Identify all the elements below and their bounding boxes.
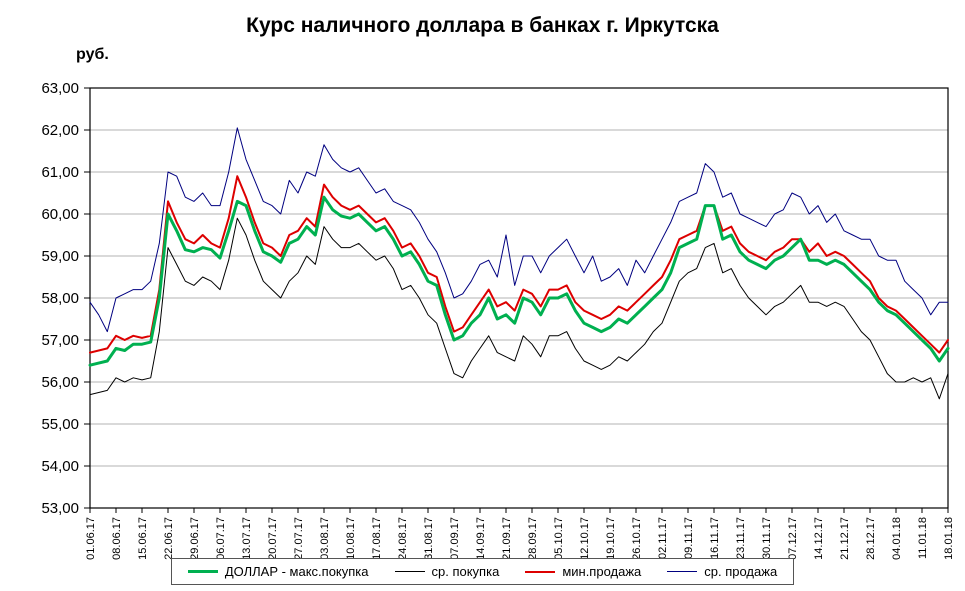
- series-line-1: [89, 217, 949, 400]
- y-tick-label: 59,00: [41, 248, 79, 265]
- x-tick-label: 19.10.17: [605, 517, 617, 560]
- y-tick-label: 54,00: [41, 458, 79, 475]
- x-tick-label: 14.12.17: [813, 517, 825, 560]
- x-tick-label: 04.01.18: [891, 517, 903, 560]
- y-tick-label: 61,00: [41, 164, 79, 181]
- x-tick-label: 07.09.17: [449, 517, 461, 560]
- x-tick-label: 05.10.17: [553, 517, 565, 560]
- x-tick-label: 08.06.17: [111, 517, 123, 560]
- legend-item-1: ср. покупка: [394, 564, 500, 579]
- series-line-2: [89, 175, 949, 354]
- x-tick-label: 10.08.17: [345, 517, 357, 560]
- legend-line-sample: [525, 570, 556, 573]
- x-tick-label: 01.06.17: [85, 517, 97, 560]
- x-tick-label: 09.11.17: [683, 517, 695, 559]
- y-tick-label: 62,00: [41, 122, 79, 139]
- x-tick-label: 24.08.17: [397, 517, 409, 560]
- x-tick-label: 18.01.18: [943, 517, 955, 560]
- x-tick-label: 22.06.17: [163, 517, 175, 560]
- series-line-3: [89, 127, 949, 333]
- x-tick-label: 14.09.17: [475, 517, 487, 560]
- x-tick-label: 15.06.17: [137, 517, 149, 560]
- legend-item-2: мин.продажа: [525, 564, 641, 579]
- x-tick-label: 28.12.17: [865, 517, 877, 560]
- x-tick-label: 31.08.17: [423, 517, 435, 560]
- x-tick-label: 17.08.17: [371, 517, 383, 560]
- x-tick-label: 26.10.17: [631, 517, 643, 560]
- legend-line-sample: [394, 571, 425, 572]
- y-tick-label: 53,00: [41, 500, 79, 517]
- x-tick-label: 20.07.17: [267, 517, 279, 560]
- y-tick-label: 60,00: [41, 206, 79, 223]
- chart-title: Курс наличного доллара в банках г. Иркут…: [246, 14, 719, 37]
- x-tick-label: 27.07.17: [293, 517, 305, 560]
- x-tick-label: 03.08.17: [319, 517, 331, 560]
- y-tick-label: 63,00: [41, 80, 79, 97]
- y-tick-label: 57,00: [41, 332, 79, 349]
- x-tick-label: 02.11.17: [657, 517, 669, 559]
- x-tick-label: 21.09.17: [501, 517, 513, 560]
- y-axis-unit-label: руб.: [76, 46, 109, 63]
- x-tick-label: 06.07.17: [215, 517, 227, 560]
- legend-line-sample: [667, 571, 698, 572]
- x-tick-label: 07.12.17: [787, 517, 799, 560]
- x-tick-label: 23.11.17: [735, 517, 747, 559]
- x-tick-label: 21.12.17: [839, 517, 851, 560]
- legend-label: ср. покупка: [431, 564, 500, 579]
- x-tick-label: 13.07.17: [241, 517, 253, 560]
- plot-border: [89, 87, 949, 509]
- legend-item-3: ср. продажа: [667, 564, 777, 579]
- x-tick-label: 11.01.18: [917, 517, 929, 559]
- legend-box: ДОЛЛАР - макс.покупка ср. покупка мин.прод…: [170, 558, 795, 585]
- legend-label: ср. продажа: [704, 564, 778, 579]
- x-tick-label: 28.09.17: [527, 517, 539, 560]
- series-line-0: [88, 195, 950, 367]
- x-tick-label: 12.10.17: [579, 517, 591, 560]
- y-tick-label: 56,00: [41, 374, 79, 391]
- y-tick-label: 58,00: [41, 290, 79, 307]
- x-tick-label: 29.06.17: [189, 517, 201, 560]
- y-tick-label: 55,00: [41, 416, 79, 433]
- legend-line-sample: [187, 570, 218, 573]
- x-tick-label: 30.11.17: [761, 517, 773, 559]
- legend-item-0: ДОЛЛАР - макс.покупка: [187, 564, 369, 579]
- legend-label: мин.продажа: [562, 564, 642, 579]
- legend-label: ДОЛЛАР - макс.покупка: [224, 564, 369, 579]
- legend: ДОЛЛАР - макс.покупка ср. покупка мин.прод…: [0, 558, 965, 585]
- x-tick-label: 16.11.17: [709, 517, 721, 559]
